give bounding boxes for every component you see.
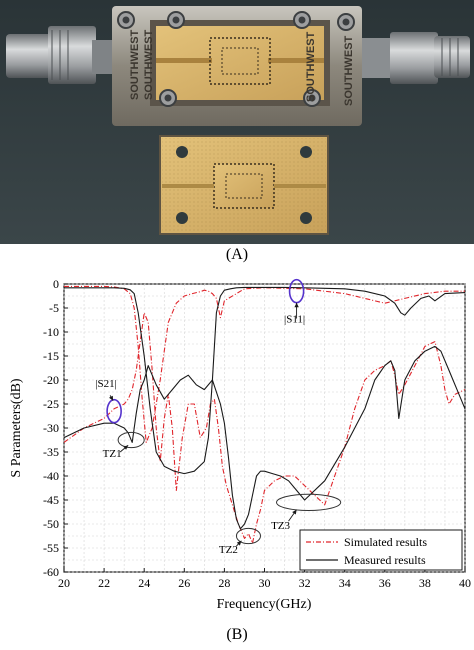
fixture-brand-bottom: SOUTHWEST (343, 35, 355, 106)
marker-ellipse-4 (276, 493, 342, 512)
series-line-3 (64, 286, 466, 475)
annotation-label-1: |S21| (95, 378, 117, 390)
y-tick-label: -20 (43, 373, 59, 387)
y-tick-label: -50 (43, 517, 59, 531)
annotation-arrowhead-4 (292, 509, 297, 515)
series-line-2 (63, 345, 466, 530)
y-tick-label: -5 (49, 301, 59, 315)
y-ticks: 0 -5 -10 -15 -20 -25 -30 -35 -40 -45 -50 -55 -60 (43, 277, 68, 579)
y-tick-label: 0 (53, 277, 59, 291)
y-tick-label: -45 (43, 493, 59, 507)
legend-box (299, 529, 463, 571)
x-tick-label: 32 (299, 576, 311, 590)
x-tick-label: 28 (218, 576, 230, 590)
annotation-arrowhead-3 (236, 540, 242, 546)
legend: Simulated results Measured results (299, 529, 463, 571)
y-tick-label: -40 (43, 469, 59, 483)
y-tick-label: -30 (43, 421, 59, 435)
y-axis-label: S Parameters(dB) (9, 378, 24, 477)
x-tick-label: 20 (58, 576, 70, 590)
fixture-brand-right: SOUTHWEST (143, 29, 155, 100)
y-tick-label: -60 (43, 565, 59, 579)
x-tick-label: 40 (459, 576, 471, 590)
x-tick-label: 22 (98, 576, 110, 590)
annotation-label-2: TZ1 (103, 448, 122, 460)
series-line-0 (64, 285, 465, 443)
annotations: |S11| |S21| TZ1 TZ2 TZ3 (95, 302, 305, 556)
filter-photo: SOUTHWEST SOUTHWEST SOUTHWEST SOUTHWEST (0, 0, 474, 244)
x-tick-label: 34 (339, 576, 351, 590)
x-tick-label: 38 (419, 576, 431, 590)
legend-label-simulated: Simulated results (344, 535, 427, 549)
x-tick-label: 36 (379, 576, 391, 590)
x-tick-label: 26 (178, 576, 190, 590)
fixture-brand-left: SOUTHWEST (129, 29, 141, 100)
marker-ellipse-1 (106, 398, 122, 424)
s-parameter-chart: 20 22 24 26 28 30 32 34 36 38 40 0 -5 -10 -15 -20 -25 -3… (9, 277, 471, 612)
annotation-label-3: TZ2 (219, 544, 238, 556)
caption-panel-a: (A) (225, 246, 249, 263)
x-tick-label: 30 (259, 576, 271, 590)
legend-label-measured: Measured results (344, 553, 426, 567)
test-fixture: SOUTHWEST SOUTHWEST SOUTHWEST SOUTHWEST (112, 6, 362, 126)
annotation-arrowhead-0 (294, 302, 299, 308)
sma-connector-left (6, 26, 112, 84)
y-tick-label: -25 (43, 397, 59, 411)
annotation-arrowhead-2 (123, 445, 129, 450)
annotation-label-0: |S11| (284, 313, 305, 325)
x-tick-label: 24 (138, 576, 150, 590)
y-tick-label: -15 (43, 349, 59, 363)
annotation-label-4: TZ3 (271, 520, 290, 532)
sma-connector-right (360, 32, 470, 84)
series-lines (63, 285, 466, 544)
marker-ellipse-3 (235, 527, 261, 545)
x-ticks: 20 22 24 26 28 30 32 34 36 38 40 (58, 568, 471, 590)
x-axis-label: Frequency(GHz) (217, 597, 312, 612)
y-tick-label: -55 (43, 541, 59, 555)
caption-panel-b: (B) (226, 626, 248, 643)
marker-ellipse-2 (117, 431, 145, 449)
filter-substrate (159, 135, 329, 235)
annotation-arrowhead-1 (109, 395, 114, 401)
fixture-brand-top: SOUTHWEST (305, 31, 317, 102)
y-tick-label: -35 (43, 445, 59, 459)
y-tick-label: -10 (43, 325, 59, 339)
